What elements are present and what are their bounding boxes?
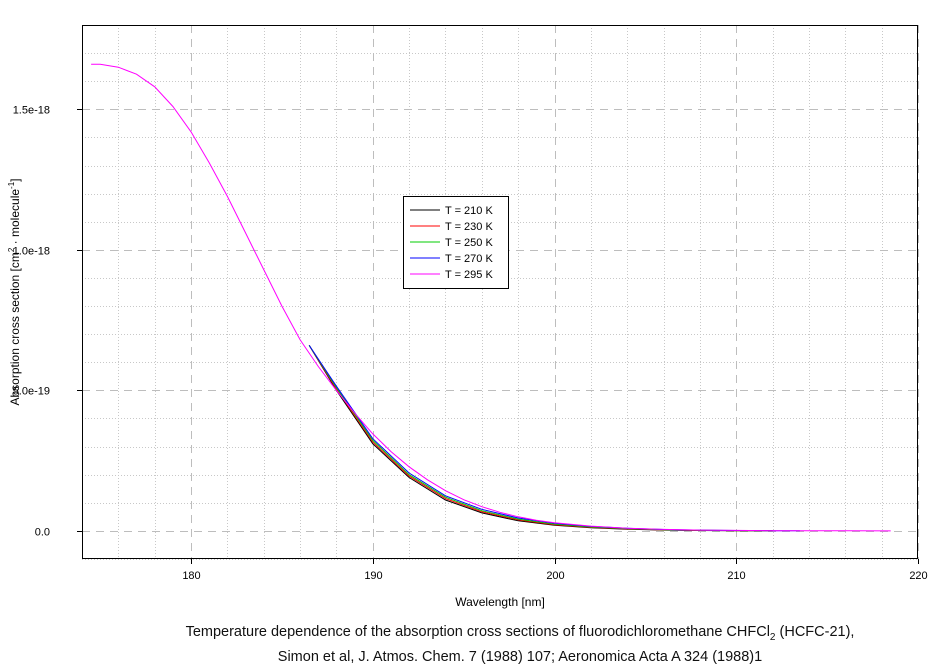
y-axis-title-part3: ] [8,178,22,181]
y-tick-label: 0.0 [35,527,50,539]
caption-line1-pre: Temperature dependence of the absorption… [185,624,770,640]
series-line [91,63,891,532]
y-axis-title-sup2: -1 [7,181,16,189]
grid-lines [82,25,919,560]
x-tick-label: 210 [727,570,745,582]
legend-label: T = 295 K [445,269,493,281]
y-axis-title-sup1: 2 [7,247,16,252]
x-tick-label: 200 [546,570,564,582]
y-axis-title: Absorption cross section [cm2 · molecule… [7,178,22,405]
x-axis-title: Wavelength [nm] [455,595,545,609]
legend-label: T = 270 K [445,253,493,265]
caption-line1-subscript: 2 [769,631,776,643]
x-tick-label: 180 [182,570,200,582]
caption-line2: Simon et al, J. Atmos. Chem. 7 (1988) 10… [277,649,763,665]
y-tick-label: 1.5e-18 [13,105,50,117]
x-tick-label: 190 [364,570,382,582]
y-tick-label: 1.0e-18 [13,246,50,258]
chart: 180 190 200 210 2200.05.0e-191.0e-181.5e-18 … [7,25,928,609]
legend: T = 210 K T = 230 K T = 250 K T = 270 K T = … [403,196,509,289]
caption-line1: Temperature dependence of the absorption… [0,624,942,643]
y-axis-title-part2: · molecule [8,189,22,248]
caption-line1-post: (HCFC-21), [775,624,855,640]
x-tick-label: 220 [909,570,927,582]
y-tick-label: 5.0e-19 [13,386,50,398]
series-lines [91,63,891,532]
plot-area-background [82,25,918,559]
axis-ticks: 180 190 200 210 220 0.0 5.0e-19 1.0e-18 1.5e-18 [13,105,928,583]
legend-label: T = 250 K [445,237,493,249]
legend-label: T = 210 K [445,205,493,217]
y-axis-title-part1: Absorption cross section [cm [8,252,22,405]
legend-label: T = 230 K [445,221,493,233]
